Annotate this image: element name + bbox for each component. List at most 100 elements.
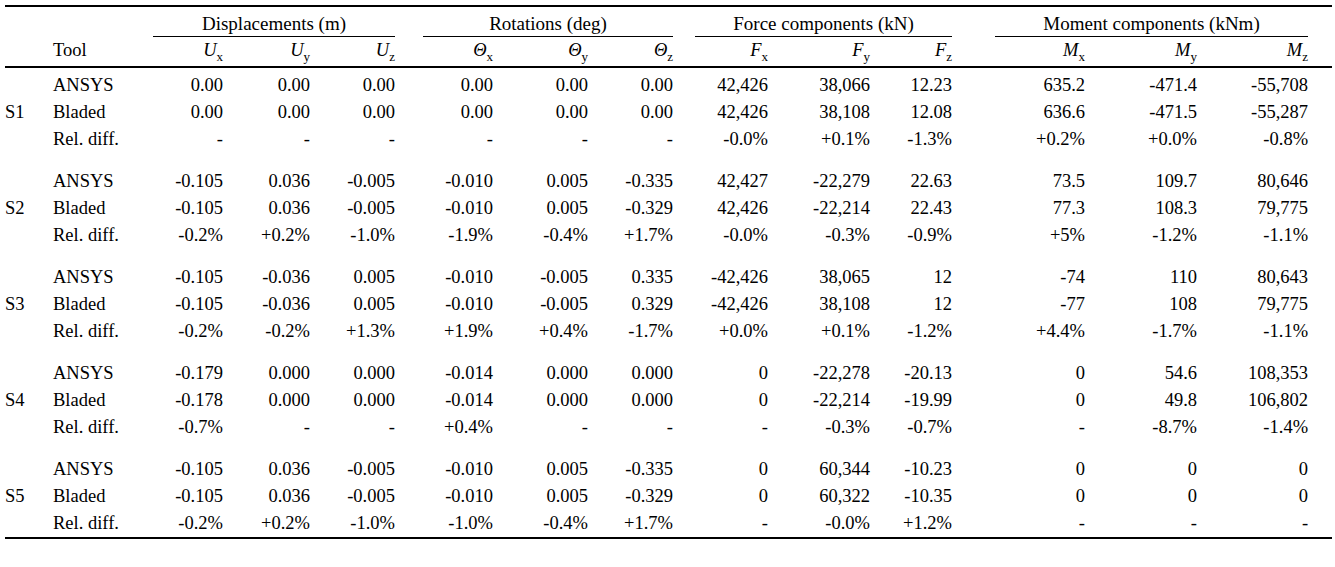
col-header-uz: Uz bbox=[310, 37, 395, 68]
value-cell: -0.105 bbox=[153, 441, 223, 483]
value-cell: 0.00 bbox=[493, 99, 588, 126]
column-gap bbox=[952, 291, 995, 318]
table-row: Bladed-0.105-0.0360.005-0.010-0.0050.329… bbox=[5, 291, 1332, 318]
column-gap bbox=[952, 318, 995, 345]
right-margin bbox=[1308, 291, 1332, 318]
subscript: y bbox=[1191, 49, 1198, 64]
table-row: Bladed-0.1050.036-0.005-0.0100.005-0.329… bbox=[5, 195, 1332, 222]
value-cell: - bbox=[223, 126, 310, 153]
subscript: x bbox=[487, 49, 494, 64]
value-cell: 0.00 bbox=[153, 99, 223, 126]
symbol: M bbox=[1063, 40, 1078, 60]
value-cell: -0.010 bbox=[423, 483, 493, 510]
col-header-thetay: Θy bbox=[493, 37, 588, 68]
value-cell: -0.4% bbox=[493, 222, 588, 249]
value-cell: -471.5 bbox=[1085, 99, 1197, 126]
value-cell: 0.005 bbox=[310, 291, 395, 318]
comparison-table: Displacements (m) Rotations (deg) Force … bbox=[5, 5, 1332, 539]
value-cell: +1.2% bbox=[870, 510, 952, 538]
value-cell: -0.7% bbox=[870, 414, 952, 441]
value-cell: -0.010 bbox=[423, 195, 493, 222]
column-gap bbox=[395, 153, 423, 195]
value-cell: 42,426 bbox=[695, 99, 768, 126]
value-cell: -0.2% bbox=[153, 510, 223, 538]
table-row: Rel. diff.-0.2%+0.2%-1.0%-1.9%-0.4%+1.7%… bbox=[5, 222, 1332, 249]
tool-cell: ANSYS bbox=[53, 153, 153, 195]
value-cell: 0.00 bbox=[223, 67, 310, 99]
table-row: S1ANSYS0.000.000.000.000.000.0042,42638,… bbox=[5, 67, 1332, 99]
subscript: y bbox=[582, 49, 589, 64]
value-cell: -0.9% bbox=[870, 222, 952, 249]
value-cell: -0.010 bbox=[423, 153, 493, 195]
value-cell: -0.0% bbox=[695, 222, 768, 249]
col-header-fx: Fx bbox=[695, 37, 768, 68]
group-header-forces: Force components (kN) bbox=[695, 6, 952, 37]
table-row: Bladed0.000.000.000.000.000.0042,42638,1… bbox=[5, 99, 1332, 126]
column-gap bbox=[952, 37, 995, 68]
value-cell: -0.335 bbox=[588, 441, 673, 483]
value-cell: -0.010 bbox=[423, 441, 493, 483]
value-cell: 0 bbox=[1085, 483, 1197, 510]
value-cell: -1.0% bbox=[423, 510, 493, 538]
group-header-label: Moment components (kNm) bbox=[1043, 13, 1259, 34]
column-gap bbox=[395, 99, 423, 126]
value-cell: 42,427 bbox=[695, 153, 768, 195]
col-header-fy: Fy bbox=[768, 37, 870, 68]
column-gap bbox=[395, 249, 423, 291]
column-gap bbox=[395, 67, 423, 99]
corner-blank bbox=[5, 6, 153, 37]
value-cell: -10.23 bbox=[870, 441, 952, 483]
value-cell: -1.0% bbox=[310, 510, 395, 538]
section-label: S2 bbox=[5, 153, 53, 249]
right-margin bbox=[1308, 67, 1332, 99]
column-gap bbox=[673, 6, 695, 37]
value-cell: 73.5 bbox=[995, 153, 1085, 195]
value-cell: 0 bbox=[695, 483, 768, 510]
right-margin bbox=[1308, 414, 1332, 441]
value-cell: -0.005 bbox=[310, 195, 395, 222]
section-label: S4 bbox=[5, 345, 53, 441]
value-cell: 77.3 bbox=[995, 195, 1085, 222]
value-cell: -1.3% bbox=[870, 126, 952, 153]
table-row: Rel. diff.-0.2%+0.2%-1.0%-1.0%-0.4%+1.7%… bbox=[5, 510, 1332, 538]
column-gap bbox=[395, 37, 423, 68]
value-cell: 0.329 bbox=[588, 291, 673, 318]
column-gap bbox=[952, 387, 995, 414]
value-cell: +0.0% bbox=[695, 318, 768, 345]
group-header-displacements: Displacements (m) bbox=[153, 6, 395, 37]
value-cell: -0.0% bbox=[695, 126, 768, 153]
table-row: S4ANSYS-0.1790.0000.000-0.0140.0000.0000… bbox=[5, 345, 1332, 387]
column-gap bbox=[395, 126, 423, 153]
symbol: U bbox=[290, 40, 303, 60]
table-header: Displacements (m) Rotations (deg) Force … bbox=[5, 6, 1332, 67]
value-cell: 0 bbox=[695, 441, 768, 483]
column-gap bbox=[673, 291, 695, 318]
value-cell: - bbox=[695, 510, 768, 538]
column-header-row: Tool Ux Uy Uz Θx Θy Θz Fx Fy Fz Mx My Mz bbox=[5, 37, 1332, 68]
value-cell: 0.00 bbox=[310, 67, 395, 99]
tool-cell: Bladed bbox=[53, 99, 153, 126]
value-cell: 0.000 bbox=[310, 387, 395, 414]
column-gap bbox=[395, 222, 423, 249]
column-gap bbox=[952, 153, 995, 195]
value-cell: -0.2% bbox=[223, 318, 310, 345]
tool-cell: ANSYS bbox=[53, 67, 153, 99]
column-gap bbox=[673, 67, 695, 99]
value-cell: 0.036 bbox=[223, 195, 310, 222]
value-cell: 636.6 bbox=[995, 99, 1085, 126]
value-cell: 38,066 bbox=[768, 67, 870, 99]
column-gap bbox=[673, 37, 695, 68]
symbol: U bbox=[203, 40, 216, 60]
value-cell: 0.00 bbox=[223, 99, 310, 126]
value-cell: 0.005 bbox=[493, 441, 588, 483]
subscript: z bbox=[946, 49, 952, 64]
right-margin bbox=[1308, 6, 1332, 37]
right-margin bbox=[1308, 441, 1332, 483]
col-header-my: My bbox=[1085, 37, 1197, 68]
value-cell: +0.0% bbox=[1085, 126, 1197, 153]
value-cell: 0.005 bbox=[493, 195, 588, 222]
value-cell: -0.014 bbox=[423, 345, 493, 387]
value-cell: 0.00 bbox=[423, 67, 493, 99]
value-cell: -0.014 bbox=[423, 387, 493, 414]
value-cell: -74 bbox=[995, 249, 1085, 291]
